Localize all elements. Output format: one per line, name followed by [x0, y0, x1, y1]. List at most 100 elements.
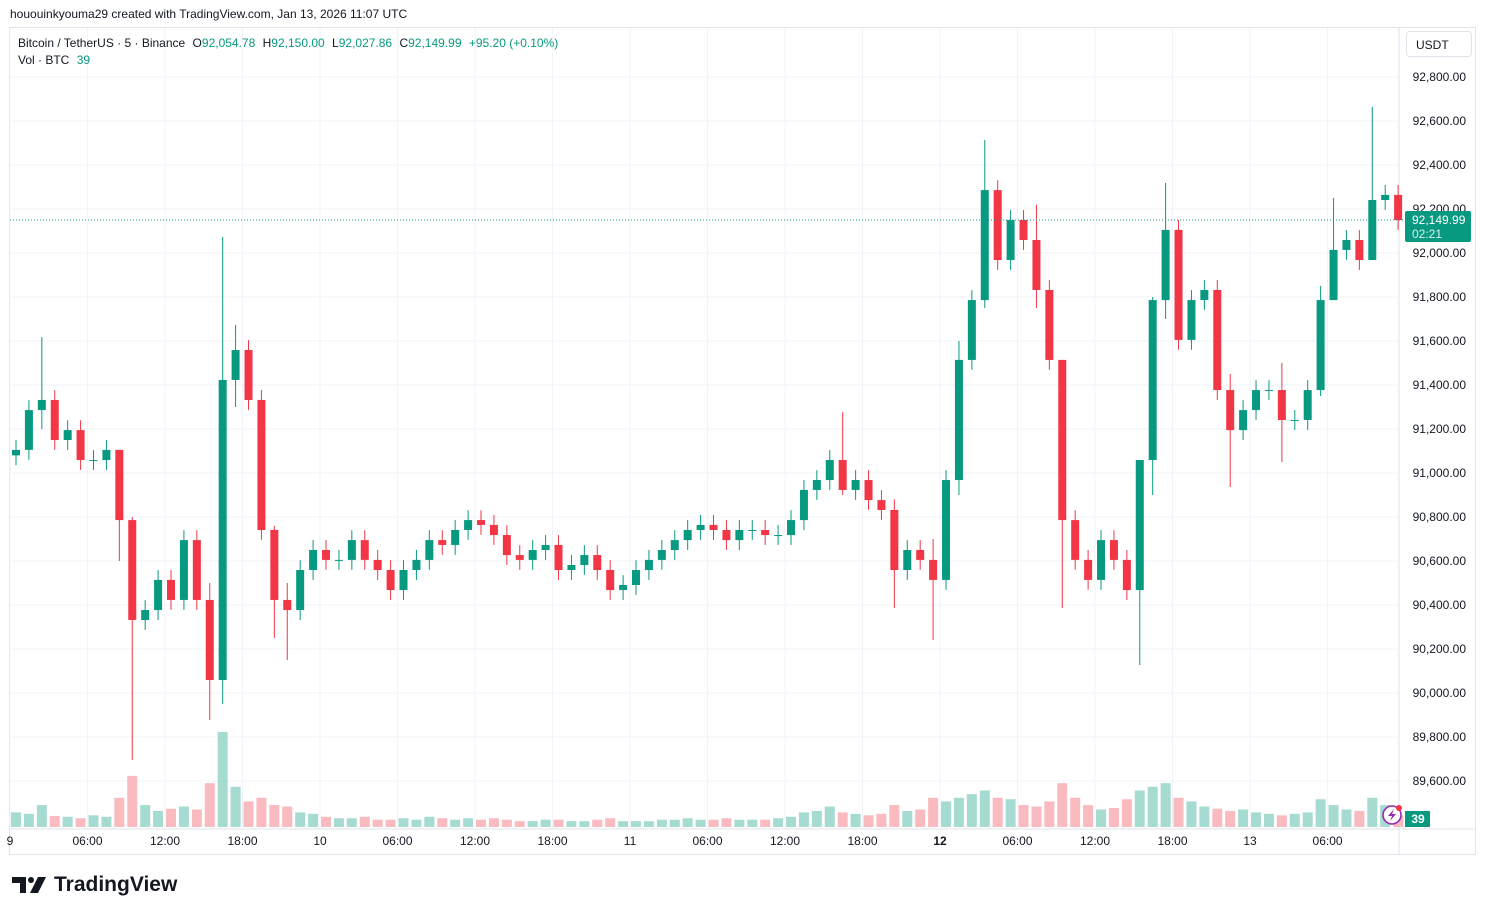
candle-body [1161, 229, 1170, 301]
x-tick-label: 18:00 [537, 834, 567, 848]
y-tick-label: 92,600.00 [1413, 114, 1467, 128]
y-tick-label: 91,800.00 [1413, 290, 1467, 304]
volume-bar [734, 819, 745, 827]
candle-body [231, 350, 240, 380]
volume-bar [1121, 799, 1132, 827]
volume-bar [682, 818, 693, 827]
volume-label[interactable]: Vol · BTC [18, 53, 70, 67]
candle-body [825, 460, 834, 481]
candle-body [1239, 410, 1248, 431]
volume-bar [760, 819, 771, 827]
candle-body [167, 579, 176, 600]
volume-bar [346, 818, 357, 827]
volume-bar [88, 815, 99, 827]
volume-bar [501, 819, 512, 827]
candle-body [128, 520, 137, 620]
candle-body [257, 399, 266, 530]
candle-body [683, 529, 692, 541]
volume-bar [230, 786, 241, 827]
volume-bar [695, 819, 706, 827]
volume-bar [1018, 805, 1029, 827]
tradingview-logo[interactable]: TradingView [12, 873, 177, 897]
volume-bar [747, 819, 758, 827]
lightning-bolt-icon[interactable] [1382, 805, 1402, 825]
candle-body [722, 529, 731, 541]
candle-body [580, 555, 589, 565]
candle-body [283, 599, 292, 611]
volume-badge [1405, 811, 1430, 827]
high-label: H [262, 36, 272, 50]
volume-bar [127, 775, 138, 827]
volume-bar [579, 821, 590, 827]
volume-bar [1057, 783, 1068, 827]
currency-button[interactable]: USDT [1406, 31, 1472, 57]
volume-bar [36, 805, 47, 827]
candle-body [322, 550, 331, 560]
candle-body [477, 520, 486, 525]
volume-bar [540, 819, 551, 827]
candle-body [890, 509, 899, 571]
volume-bar [256, 797, 267, 827]
y-tick-label: 89,600.00 [1413, 774, 1467, 788]
candle-body [528, 550, 537, 560]
candle-body [787, 520, 796, 536]
volume-bar [863, 815, 874, 827]
candle-body [464, 520, 473, 530]
volume-bar [308, 813, 319, 827]
candle-body [451, 529, 460, 545]
candle-body [632, 570, 641, 585]
volume-bar [1160, 783, 1171, 827]
bar-countdown: 02:21 [1412, 227, 1442, 241]
volume-bar [618, 821, 629, 827]
y-tick-label: 90,000.00 [1413, 686, 1467, 700]
volume-bar [631, 821, 642, 827]
candle-body [1329, 249, 1338, 301]
volume-bar [23, 813, 34, 827]
volume-bar [1070, 797, 1081, 827]
symbol-name[interactable]: Bitcoin / TetherUS · 5 · Binance [18, 36, 186, 50]
x-tick-label: 9 [7, 834, 14, 848]
candle-body [1019, 220, 1028, 241]
volume-bar [1186, 801, 1197, 827]
bolt-shape [1388, 809, 1396, 821]
y-tick-label: 91,200.00 [1413, 422, 1467, 436]
candle-body [1368, 199, 1377, 261]
candle-body [761, 529, 770, 536]
candle-body [154, 579, 163, 611]
volume-bar [953, 797, 964, 827]
candle-body [1355, 240, 1364, 261]
candle-body [489, 524, 498, 536]
y-tick-label: 91,000.00 [1413, 466, 1467, 480]
candle-body [709, 524, 718, 530]
candle-body [1058, 359, 1067, 521]
volume-bar [450, 819, 461, 827]
candle-body [812, 480, 821, 490]
volume-bar [876, 813, 887, 827]
volume-bar [889, 805, 900, 827]
volume-bar [1276, 815, 1287, 827]
candle-body [102, 449, 111, 461]
volume-bar [385, 819, 396, 827]
volume-bar [333, 818, 344, 827]
candle-body [1122, 559, 1131, 591]
candle-body [1135, 460, 1144, 591]
candle-body [1277, 390, 1286, 420]
candle-body [347, 540, 356, 560]
volume-bar [824, 806, 835, 827]
volume-bar [941, 801, 952, 827]
candle-body [942, 480, 951, 580]
candle-body [606, 570, 615, 591]
y-tick-label: 91,400.00 [1413, 378, 1467, 392]
volume-bar [592, 819, 603, 827]
x-tick-label: 18:00 [227, 834, 257, 848]
volume-bar [191, 809, 202, 827]
y-tick-label: 91,600.00 [1413, 334, 1467, 348]
candle-body [1303, 390, 1312, 420]
candle-body [1342, 240, 1351, 250]
candle-body [980, 190, 989, 301]
volume-bar [979, 790, 990, 827]
volume-bar [786, 816, 797, 827]
x-tick-label: 12:00 [150, 834, 180, 848]
volume-bar [811, 810, 822, 827]
